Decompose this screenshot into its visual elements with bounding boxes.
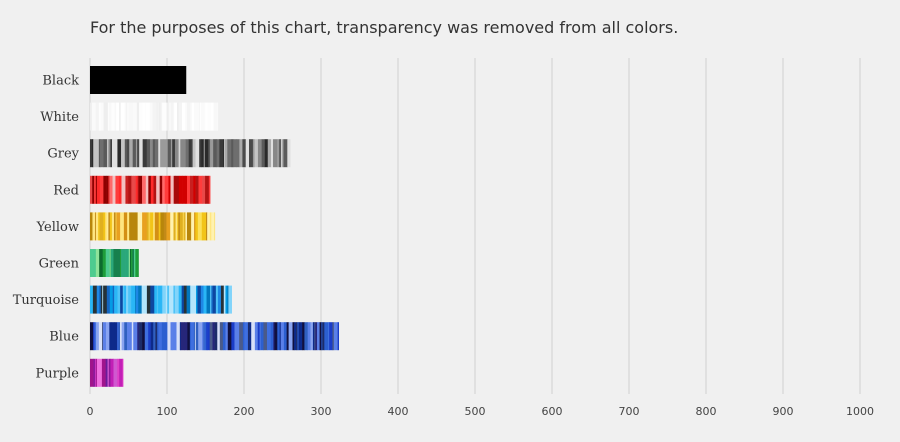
bar-yellow: [90, 212, 216, 241]
category-label: Yellow: [36, 220, 79, 235]
bar-white: [90, 102, 219, 131]
category-label: White: [40, 110, 79, 125]
x-tick-label: 900: [773, 405, 794, 418]
bar-turquoise: [90, 285, 232, 314]
bar-purple: [90, 358, 124, 387]
x-tick-label: 100: [157, 405, 178, 418]
bar-red: [90, 175, 211, 204]
x-tick-label: 500: [465, 405, 486, 418]
bar-green: [90, 249, 139, 277]
x-tick-label: 600: [542, 405, 563, 418]
bars: [90, 66, 340, 387]
x-tick-label: 300: [311, 405, 332, 418]
x-tick-label: 0: [87, 405, 94, 418]
category-label: Green: [39, 257, 80, 272]
x-tick-label: 1000: [846, 405, 874, 418]
category-label: Black: [42, 74, 79, 89]
x-axis-tick-labels: 0 100 200 300 400 500 600 700 800 900 1000: [87, 405, 875, 418]
bar-black: [90, 66, 187, 94]
bar-blue: [90, 322, 340, 351]
category-labels: Black White Grey Red Yellow Green Turquoise Blu…: [13, 74, 80, 382]
chart-title: For the purposes of this chart, transpar…: [90, 18, 679, 37]
x-tick-label: 700: [619, 405, 640, 418]
x-tick-label: 800: [696, 405, 717, 418]
bar-grey: [90, 139, 291, 168]
category-label: Purple: [35, 366, 79, 381]
category-label: Red: [53, 183, 79, 198]
x-tick-label: 200: [234, 405, 255, 418]
category-label: Turquoise: [13, 293, 80, 308]
x-tick-label: 400: [388, 405, 409, 418]
category-label: Grey: [47, 147, 79, 162]
category-label: Blue: [49, 330, 79, 345]
